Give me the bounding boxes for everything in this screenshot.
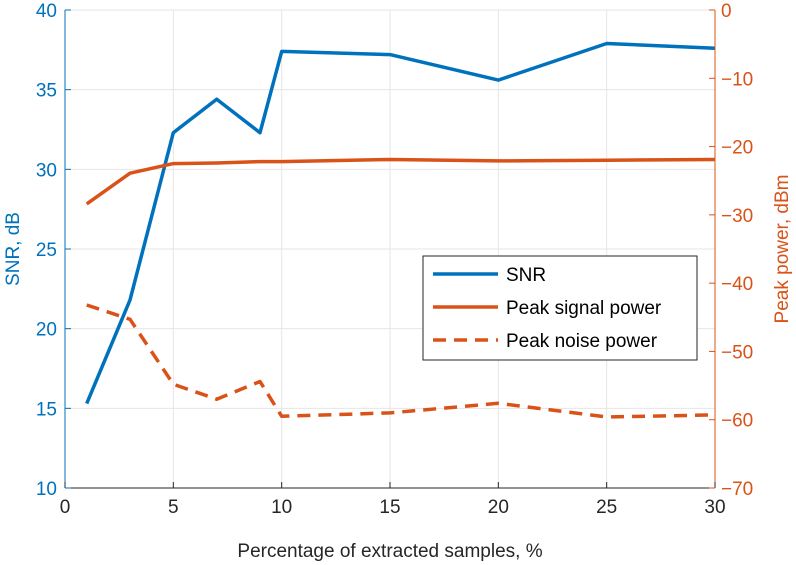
- x-tick-label: 0: [60, 497, 71, 518]
- legend-entry-label: Peak signal power: [506, 298, 662, 319]
- left-y-tick-label: 15: [36, 399, 57, 420]
- legend-entry-label: Peak noise power: [506, 331, 658, 352]
- x-axis-label: Percentage of extracted samples, %: [237, 541, 542, 562]
- right-y-tick-label: −60: [721, 411, 753, 432]
- right-y-tick-label: 0: [721, 1, 732, 22]
- legend: SNR Peak signal power Peak noise power: [422, 255, 698, 361]
- series-line-peak-noise-power: [86, 303, 716, 419]
- x-tick-label: 5: [168, 497, 179, 518]
- series-line-peak-signal-power: [85, 157, 716, 206]
- legend-entry-label: SNR: [506, 265, 546, 286]
- left-y-tick-label: 35: [36, 81, 57, 102]
- left-y-tick-label: 10: [36, 479, 57, 500]
- left-y-tick-label: 30: [36, 160, 57, 181]
- left-y-tick-label: 20: [36, 320, 57, 341]
- right-y-tick-label: −30: [721, 206, 753, 227]
- left-y-axis-label: SNR, dB: [3, 212, 24, 286]
- left-y-tick-label: 40: [36, 1, 57, 22]
- x-tick-label: 25: [596, 497, 617, 518]
- series-line-snr: [85, 41, 716, 405]
- axes: 0 5 10 15 20 25 30 10 15 20 25 30 35 40 −70 −60 −50 −40 −3…: [36, 1, 753, 518]
- right-y-tick-label: −50: [721, 342, 753, 363]
- left-y-tick-label: 25: [36, 240, 57, 261]
- right-y-tick-label: −40: [721, 274, 753, 295]
- right-y-axis-label: Peak power, dBm: [772, 175, 793, 324]
- x-tick-label: 10: [271, 497, 292, 518]
- x-tick-label: 30: [704, 497, 725, 518]
- x-tick-label: 15: [379, 497, 400, 518]
- x-tick-label: 20: [488, 497, 509, 518]
- series-layer: [85, 41, 716, 419]
- right-y-tick-label: −70: [721, 479, 753, 500]
- right-y-tick-label: −20: [721, 138, 753, 159]
- right-y-tick-label: −10: [721, 69, 753, 90]
